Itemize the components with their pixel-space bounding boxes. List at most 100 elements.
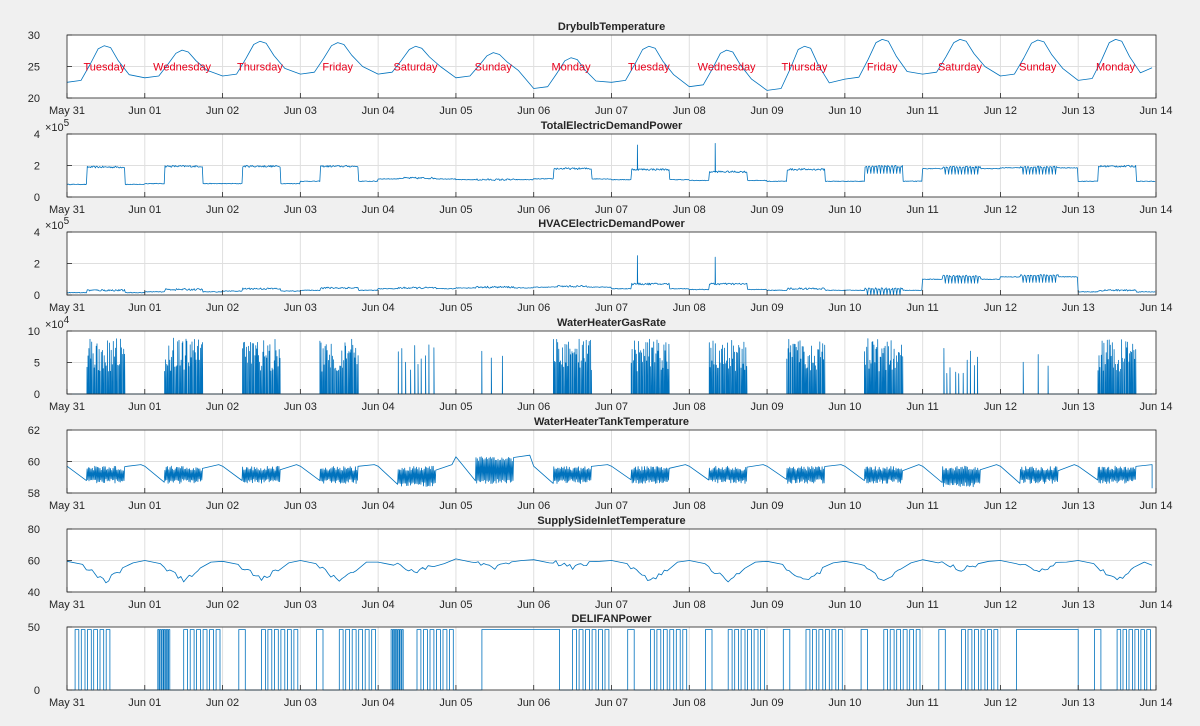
x-tick-label: Jun 06 <box>517 401 550 413</box>
x-tick-label: Jun 02 <box>206 302 239 314</box>
x-tick-label: Jun 08 <box>673 599 706 611</box>
x-tick-label: Jun 01 <box>128 105 161 117</box>
chart-title: WaterHeaterGasRate <box>557 317 666 329</box>
x-tick-label: May 31 <box>49 500 85 512</box>
x-tick-label: Jun 14 <box>1139 697 1172 709</box>
y-tick-label: 80 <box>28 524 40 536</box>
x-tick-label: Jun 11 <box>907 697 939 709</box>
x-tick-label: Jun 06 <box>517 599 550 611</box>
y-tick-label: 0 <box>34 192 40 204</box>
day-label: Sunday <box>475 61 513 73</box>
x-tick-label: Jun 04 <box>362 500 395 512</box>
x-tick-label: Jun 08 <box>673 302 706 314</box>
panel-drybulbtemperature: 20 25 30 May 31 Jun 01 Jun 02 Jun 03 Jun 04 Jun … <box>28 21 1173 117</box>
chart-title: WaterHeaterTankTemperature <box>534 416 689 428</box>
day-label: Monday <box>1096 61 1136 73</box>
x-tick-label: Jun 03 <box>284 697 317 709</box>
y-tick-label: 4 <box>34 129 40 141</box>
y-tick-label: 0 <box>34 290 40 302</box>
x-tick-label: Jun 01 <box>128 204 161 216</box>
day-label: Friday <box>322 61 353 73</box>
x-tick-label: Jun 06 <box>517 697 550 709</box>
x-tick-label: Jun 09 <box>751 500 784 512</box>
y-multiplier: ×104 <box>45 315 70 331</box>
x-tick-label: Jun 05 <box>439 697 472 709</box>
x-tick-label: Jun 05 <box>439 599 472 611</box>
x-tick-label: Jun 13 <box>1062 599 1095 611</box>
chart-title: TotalElectricDemandPower <box>541 120 683 132</box>
x-tick-label: Jun 02 <box>206 599 239 611</box>
x-tick-label: Jun 03 <box>284 204 317 216</box>
y-multiplier: ×105 <box>45 118 70 134</box>
x-tick-label: Jun 06 <box>517 204 550 216</box>
y-tick-label: 5 <box>34 358 40 370</box>
y-tick-label: 25 <box>28 62 40 74</box>
x-tick-label: Jun 11 <box>907 599 939 611</box>
x-tick-label: Jun 05 <box>439 500 472 512</box>
day-label: Thursday <box>237 61 283 73</box>
x-tick-label: Jun 12 <box>984 697 1017 709</box>
chart-title: DrybulbTemperature <box>558 21 665 33</box>
x-tick-label: Jun 11 <box>907 500 939 512</box>
y-tick-label: 2 <box>34 161 40 173</box>
x-tick-label: Jun 01 <box>128 302 161 314</box>
x-tick-label: Jun 08 <box>673 105 706 117</box>
x-tick-label: Jun 07 <box>595 302 628 314</box>
x-tick-label: Jun 12 <box>984 105 1017 117</box>
x-tick-label: Jun 10 <box>828 697 861 709</box>
x-tick-label: Jun 10 <box>828 302 861 314</box>
x-tick-label: Jun 13 <box>1062 401 1095 413</box>
x-tick-label: Jun 01 <box>128 697 161 709</box>
x-tick-label: Jun 01 <box>128 599 161 611</box>
x-tick-label: Jun 09 <box>751 599 784 611</box>
x-tick-label: Jun 14 <box>1139 500 1172 512</box>
y-tick-label: 58 <box>28 488 40 500</box>
y-tick-label: 2 <box>34 259 40 271</box>
x-tick-label: Jun 14 <box>1139 401 1172 413</box>
x-tick-label: Jun 09 <box>751 204 784 216</box>
x-tick-label: Jun 14 <box>1139 204 1172 216</box>
y-tick-label: 0 <box>34 685 40 697</box>
x-tick-label: Jun 09 <box>751 401 784 413</box>
x-tick-label: Jun 11 <box>907 105 939 117</box>
x-tick-label: Jun 02 <box>206 500 239 512</box>
day-label: Wednesday <box>153 61 211 73</box>
panel-waterheatertanktemperature: 58 60 62 May 31 Jun 01 Jun 02 Jun 03 Jun 04 Jun … <box>28 416 1173 512</box>
panel-waterheatergasrate: 0 5 10 May 31 Jun 01 Jun 02 Jun 03 Jun 04 Jun 05… <box>28 315 1173 413</box>
day-label: Tuesday <box>628 61 670 73</box>
x-tick-label: Jun 04 <box>362 302 395 314</box>
x-tick-label: Jun 12 <box>984 599 1017 611</box>
x-tick-label: Jun 07 <box>595 697 628 709</box>
x-tick-label: Jun 10 <box>828 500 861 512</box>
x-tick-label: Jun 03 <box>284 500 317 512</box>
x-tick-label: Jun 06 <box>517 302 550 314</box>
panel-totalelectricdemandpower: 0 2 4 May 31 Jun 01 Jun 02 Jun 03 Jun 04 Jun 05 J… <box>34 118 1173 216</box>
x-tick-label: Jun 07 <box>595 204 628 216</box>
y-tick-label: 60 <box>28 457 40 469</box>
y-tick-label: 0 <box>34 389 40 401</box>
y-tick-label: 4 <box>34 227 40 239</box>
day-label: Saturday <box>938 61 983 73</box>
series-line <box>66 143 1156 186</box>
x-tick-label: Jun 12 <box>984 401 1017 413</box>
x-tick-label: Jun 01 <box>128 500 161 512</box>
series-line <box>66 558 1153 584</box>
x-tick-label: Jun 03 <box>284 401 317 413</box>
x-tick-label: Jun 04 <box>362 599 395 611</box>
x-tick-label: May 31 <box>49 697 85 709</box>
x-tick-label: Jun 13 <box>1062 302 1095 314</box>
day-label: Wednesday <box>698 61 756 73</box>
x-tick-label: Jun 04 <box>362 697 395 709</box>
x-tick-label: Jun 02 <box>206 105 239 117</box>
x-tick-label: Jun 10 <box>828 599 861 611</box>
panel-delifanpower: 0 50 May 31 Jun 01 Jun 02 Jun 03 Jun 04 Jun 05 J… <box>28 613 1173 709</box>
y-tick-label: 20 <box>28 93 40 105</box>
x-tick-label: Jun 12 <box>984 500 1017 512</box>
x-tick-label: May 31 <box>49 105 85 117</box>
y-tick-label: 40 <box>28 587 40 599</box>
series-line <box>66 255 1156 296</box>
x-tick-label: Jun 09 <box>751 697 784 709</box>
x-tick-label: Jun 10 <box>828 105 861 117</box>
x-tick-label: Jun 04 <box>362 204 395 216</box>
x-tick-label: Jun 13 <box>1062 500 1095 512</box>
